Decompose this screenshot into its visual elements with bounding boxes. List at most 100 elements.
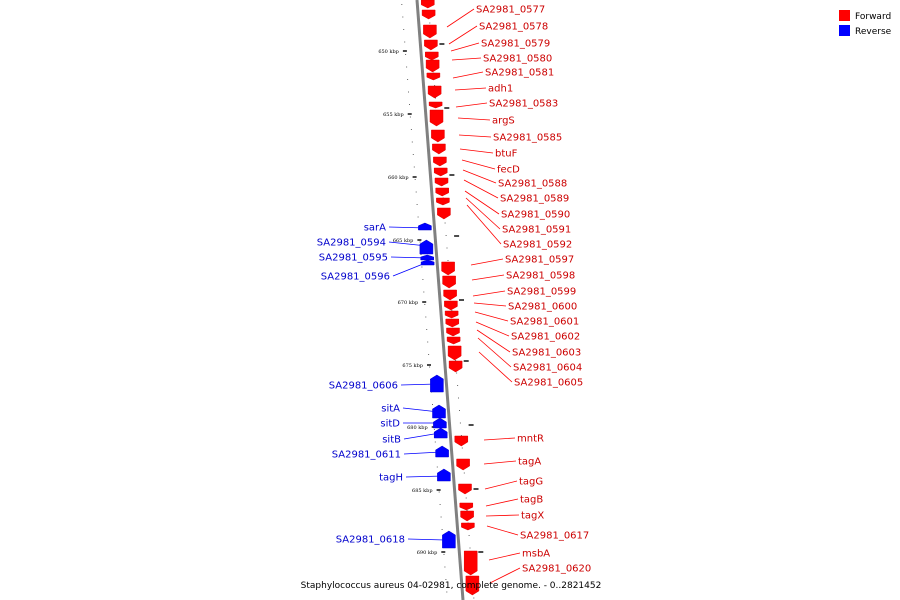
reverse-gene-label[interactable]: SA2981_0595 <box>319 253 388 264</box>
scale-tick-label: 650 kbp <box>378 49 399 55</box>
forward-gene-arrow[interactable] <box>435 187 449 197</box>
forward-gene-label[interactable]: tagG <box>519 477 543 488</box>
forward-gene-label[interactable]: SA2981_0588 <box>498 179 567 190</box>
forward-gene-label[interactable]: SA2981_0590 <box>501 210 570 221</box>
reverse-gene-label[interactable]: tagH <box>379 473 403 484</box>
forward-gene-arrow[interactable] <box>433 156 447 167</box>
forward-gene-label[interactable]: mntR <box>517 434 544 445</box>
forward-gene-label[interactable]: SA2981_0601 <box>510 317 579 328</box>
forward-gene-arrow[interactable] <box>454 435 469 447</box>
forward-gene-arrow[interactable] <box>421 9 436 20</box>
reverse-gene-arrow[interactable] <box>433 427 448 439</box>
forward-gene-arrow[interactable] <box>443 289 457 301</box>
forward-gene-arrow[interactable] <box>433 167 448 177</box>
forward-gene-arrow[interactable] <box>423 24 437 39</box>
forward-gene-label[interactable]: msbA <box>522 549 550 560</box>
forward-gene-label[interactable]: SA2981_0600 <box>508 302 577 313</box>
forward-gene-arrow[interactable] <box>425 59 440 73</box>
reverse-gene-arrow[interactable] <box>442 530 456 549</box>
forward-gene-label[interactable]: SA2981_0602 <box>511 332 580 343</box>
reverse-gene-arrow[interactable] <box>432 404 446 419</box>
forward-gene-arrow[interactable] <box>458 483 472 495</box>
forward-gene-arrow[interactable] <box>461 522 475 531</box>
forward-gene-arrow[interactable] <box>437 207 451 220</box>
forward-gene-arrow[interactable] <box>448 360 463 373</box>
forward-gene-arrow[interactable] <box>463 550 478 576</box>
forward-gene-label[interactable]: SA2981_0577 <box>476 5 545 16</box>
forward-gene-label[interactable]: argS <box>492 116 515 127</box>
reverse-label-leader <box>388 226 428 229</box>
reverse-gene-arrow[interactable] <box>419 239 434 255</box>
forward-gene-arrow[interactable] <box>426 72 441 81</box>
forward-gene-arrow[interactable] <box>446 327 460 337</box>
forward-gene-arrow[interactable] <box>425 51 439 61</box>
forward-gene-arrow[interactable] <box>456 458 470 471</box>
forward-gene-arrow[interactable] <box>465 575 480 596</box>
forward-gene-label[interactable]: SA2981_0585 <box>493 133 562 144</box>
reverse-gene-label[interactable]: SA2981_0606 <box>329 381 398 392</box>
reverse-gene-label[interactable]: sitA <box>381 404 400 415</box>
forward-label-leader <box>463 179 499 199</box>
forward-gene-arrow[interactable] <box>447 345 462 361</box>
forward-gene-label[interactable]: SA2981_0620 <box>522 564 591 575</box>
forward-label-leader <box>458 134 492 138</box>
forward-gene-label[interactable]: SA2981_0583 <box>489 99 558 110</box>
forward-gene-label[interactable]: SA2981_0605 <box>514 378 583 389</box>
forward-gene-arrow[interactable] <box>424 39 438 51</box>
forward-gene-arrow[interactable] <box>436 197 450 206</box>
forward-gene-label[interactable]: SA2981_0580 <box>483 54 552 65</box>
forward-gene-arrow[interactable] <box>444 310 459 319</box>
forward-gene-label[interactable]: SA2981_0578 <box>479 22 548 33</box>
forward-gene-arrow[interactable] <box>445 318 460 328</box>
forward-gene-arrow[interactable] <box>442 275 456 289</box>
forward-gene-arrow[interactable] <box>432 143 446 155</box>
forward-gene-label[interactable]: SA2981_0599 <box>507 287 576 298</box>
reverse-gene-label[interactable]: SA2981_0611 <box>332 450 401 461</box>
scale-tick-label: 685 kbp <box>412 488 433 494</box>
reverse-gene-label[interactable]: SA2981_0596 <box>321 272 390 283</box>
forward-gene-label[interactable]: SA2981_0597 <box>505 255 574 266</box>
forward-gene-arrow[interactable] <box>429 109 444 127</box>
forward-gene-label[interactable]: SA2981_0592 <box>503 240 572 251</box>
forward-gene-label[interactable]: tagX <box>521 511 544 522</box>
forward-gene-arrow[interactable] <box>431 129 445 143</box>
forward-gene-label[interactable]: SA2981_0591 <box>502 225 571 236</box>
forward-gene-arrow[interactable] <box>441 261 455 276</box>
forward-gene-arrow[interactable] <box>446 336 461 345</box>
reverse-gene-arrow[interactable] <box>437 468 451 482</box>
forward-gene-arrow[interactable] <box>444 300 458 311</box>
scale-tick-label: 665 kbp <box>393 238 414 244</box>
forward-gene-label[interactable]: fecD <box>497 165 520 176</box>
scale-tick-label: 680 kbp <box>407 425 428 431</box>
forward-gene-arrow[interactable] <box>428 101 443 109</box>
reverse-gene-label[interactable]: sarA <box>364 223 386 234</box>
reverse-gene-arrow[interactable] <box>418 222 432 231</box>
forward-gene-label[interactable]: SA2981_0598 <box>506 271 575 282</box>
forward-gene-label[interactable]: tagB <box>520 495 543 506</box>
forward-gene-label[interactable]: SA2981_0581 <box>485 68 554 79</box>
forward-gene-arrow[interactable] <box>434 177 449 187</box>
forward-gene-label[interactable]: SA2981_0603 <box>512 348 581 359</box>
forward-gene-arrow[interactable] <box>421 0 435 9</box>
reverse-gene-label[interactable]: SA2981_0594 <box>317 238 386 249</box>
reverse-gene-label[interactable]: sitD <box>380 419 400 430</box>
reverse-label-leader <box>403 451 442 455</box>
forward-gene-label[interactable]: SA2981_0589 <box>500 194 569 205</box>
reverse-gene-label[interactable]: sitB <box>382 435 401 446</box>
reverse-gene-arrow[interactable] <box>430 374 444 393</box>
forward-label-leader <box>457 117 491 121</box>
reverse-gene-arrow[interactable] <box>435 445 449 458</box>
forward-gene-label[interactable]: btuF <box>495 149 518 160</box>
forward-gene-label[interactable]: tagA <box>518 457 541 468</box>
reverse-gene-arrow[interactable] <box>433 417 447 429</box>
forward-gene-arrow[interactable] <box>459 502 474 511</box>
forward-gene-arrow[interactable] <box>460 510 474 522</box>
forward-gene-label[interactable]: SA2981_0579 <box>481 39 550 50</box>
forward-gene-label[interactable]: adh1 <box>488 84 513 95</box>
forward-label-leader <box>486 525 519 536</box>
reverse-gene-label[interactable]: SA2981_0618 <box>336 535 405 546</box>
scale-tick-label: 660 kbp <box>388 175 409 181</box>
forward-gene-arrow[interactable] <box>427 85 442 99</box>
forward-gene-label[interactable]: SA2981_0617 <box>520 531 589 542</box>
forward-gene-label[interactable]: SA2981_0604 <box>513 363 582 374</box>
